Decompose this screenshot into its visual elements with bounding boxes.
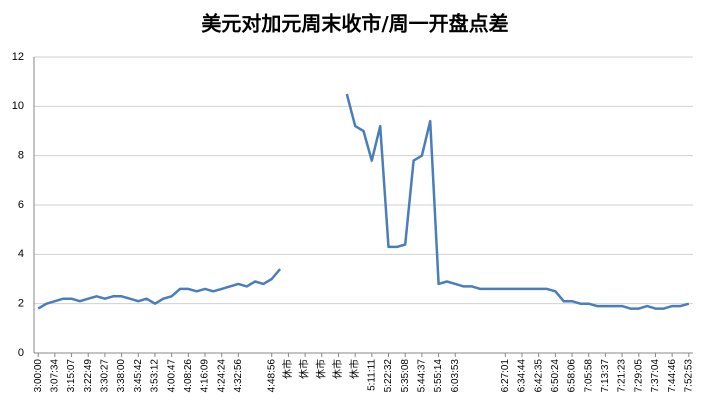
x-tick-label: 7:52:53 [683, 359, 694, 393]
y-tick-label: 0 [18, 347, 24, 359]
x-tick-label: 7:37:04 [650, 359, 661, 393]
x-tick-label: 4:32:56 [233, 359, 244, 393]
x-tick-label: 休市 [331, 359, 344, 379]
y-tick-label: 2 [18, 298, 24, 310]
x-tick-label: 4:48:56 [266, 359, 277, 393]
y-tick-label: 8 [18, 150, 24, 162]
y-tick-label: 6 [18, 199, 24, 211]
x-tick-label: 3:30:27 [100, 359, 111, 393]
y-tick-label: 12 [12, 51, 24, 63]
x-tick-label: 休市 [348, 359, 361, 379]
x-tick-label: 3:38:00 [116, 359, 127, 393]
x-tick-label: 4:08:26 [183, 359, 194, 393]
x-tick-label: 7:13:37 [600, 359, 611, 393]
y-tick-label: 4 [18, 248, 24, 260]
x-tick-label: 4:16:09 [200, 359, 211, 393]
x-tick-label: 5:44:37 [417, 359, 428, 393]
x-tick-label: 3:00:00 [33, 359, 44, 393]
x-tick-label: 6:42:35 [533, 359, 544, 393]
x-tick-label: 3:22:49 [83, 359, 94, 393]
x-tick-label: 3:07:34 [49, 359, 60, 393]
x-tick-label: 3:45:42 [133, 359, 144, 393]
x-tick-label: 6:50:24 [550, 359, 561, 393]
x-tick-label: 7:44:46 [667, 359, 678, 393]
x-tick-label: 6:58:06 [567, 359, 578, 393]
x-tick-label: 6:03:53 [450, 359, 461, 393]
x-tick-label: 休市 [314, 359, 327, 379]
x-tick-label: 休市 [298, 359, 311, 379]
x-tick-label: 5:22:32 [383, 359, 394, 393]
x-tick-label: 5:35:08 [400, 359, 411, 393]
x-tick-label: 3:15:07 [66, 359, 77, 393]
x-tick-label: 7:05:58 [583, 359, 594, 393]
x-tick-label: 4:24:24 [216, 359, 227, 393]
x-tick-label: 7:21:23 [617, 359, 628, 393]
chart-title: 美元对加元周末收市/周一开盘点差 [201, 12, 508, 36]
x-tick-label: 5:11:11 [366, 359, 377, 391]
x-tick-label: 7:29:05 [633, 359, 644, 393]
data-line [37, 93, 690, 310]
x-tick-label: 3:53:12 [150, 359, 161, 393]
x-tick-label: 5:55:14 [433, 359, 444, 393]
x-tick-label: 6:27:01 [500, 359, 511, 393]
x-tick-label: 4:00:47 [166, 359, 177, 393]
x-tick-label: 6:34:44 [517, 359, 528, 393]
y-tick-label: 10 [12, 100, 24, 112]
x-tick-label: 休市 [281, 359, 294, 379]
